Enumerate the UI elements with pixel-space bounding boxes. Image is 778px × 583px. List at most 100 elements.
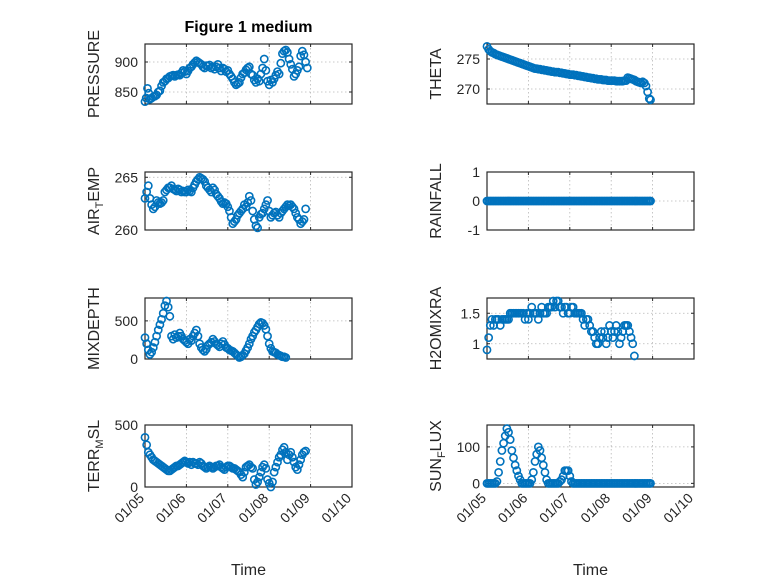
y-axis-label-part: M (94, 439, 106, 448)
data-point (153, 325, 163, 335)
data-point (147, 347, 157, 357)
x-tick-label: 01/05 (453, 490, 489, 526)
data-point (646, 95, 655, 105)
y-axis-label-part: SL (86, 420, 103, 440)
data-point (294, 460, 304, 470)
y-axis-label: MIXDEPTH (86, 287, 103, 370)
data-point (490, 478, 500, 488)
y-tick-label: 900 (115, 54, 139, 70)
axes-frame (144, 297, 353, 360)
data-point (297, 217, 307, 226)
data-point (271, 462, 281, 472)
y-tick-label: 270 (457, 81, 481, 97)
y-tick-label: 500 (115, 417, 139, 433)
data-point (155, 86, 165, 96)
y-tick-label: 850 (115, 84, 139, 100)
y-tick-label: 0 (130, 479, 138, 495)
data-point (263, 196, 272, 205)
axes-terr_msl: 0 500 01/05 01/06 01/07 01/08 01/09 01/10 Time TE… (86, 417, 354, 579)
y-axis-label-part: EMP (86, 167, 103, 202)
data-point (261, 463, 271, 473)
data-point (241, 202, 251, 212)
y-axis-label-part: PRESSURE (86, 30, 103, 118)
x-tick-label: 01/09 (619, 490, 655, 526)
data-point (482, 345, 492, 355)
data-point (565, 471, 575, 481)
axes-frame (144, 424, 353, 488)
data-point (494, 468, 503, 477)
axes-border (486, 297, 695, 360)
y-axis-label-part: AIR (86, 208, 103, 235)
data-point (158, 196, 168, 205)
y-axis-label: TERRMSL (86, 420, 106, 492)
data-point (259, 204, 269, 214)
x-tick-label: 01/06 (494, 490, 530, 526)
data-point (244, 191, 254, 201)
y-axis-label-part: MIXDEPTH (86, 287, 103, 370)
data-point (292, 465, 302, 475)
data-point (148, 343, 158, 352)
data-point (641, 81, 651, 91)
x-tick-label: 01/07 (194, 490, 230, 526)
data-point (253, 477, 263, 487)
axes-border (144, 297, 353, 360)
y-axis-label-part: RAINFALL (428, 163, 445, 239)
y-tick-label: 0 (472, 475, 480, 491)
data-point (296, 455, 306, 465)
series-markers (140, 296, 291, 362)
data-point (495, 457, 505, 466)
data-point (238, 472, 248, 482)
data-point (259, 54, 269, 64)
data-point (251, 221, 261, 231)
y-tick-label: 260 (115, 222, 139, 238)
series-markers (140, 432, 311, 492)
y-axis-label-part: H2OMIXRA (428, 286, 445, 370)
y-tick-label: 0 (472, 193, 480, 209)
data-point (563, 466, 573, 475)
series-markers (140, 45, 312, 106)
y-axis-label: RAINFALL (428, 163, 445, 239)
axes-frame (144, 171, 353, 231)
y-axis-label: H2OMIXRA (428, 286, 445, 370)
data-point (286, 60, 296, 69)
data-point (287, 452, 297, 462)
y-axis-label-part: LUX (428, 420, 445, 451)
data-point (234, 78, 244, 87)
data-point (281, 353, 291, 362)
data-point (644, 94, 654, 103)
y-tick-label: 0 (130, 351, 138, 367)
data-point (505, 435, 515, 444)
data-point (276, 450, 286, 460)
x-tick-label: 01/08 (577, 490, 613, 526)
series-markers (482, 42, 655, 105)
x-tick-label: 01/06 (152, 490, 188, 526)
data-point (165, 311, 175, 321)
axes-sun_flux: 0 100 01/05 01/06 01/07 01/08 01/09 01/10 Time SU… (428, 420, 696, 579)
data-point (299, 215, 309, 224)
data-point (264, 339, 274, 349)
x-tick-label: 01/05 (111, 490, 147, 526)
y-axis-label-part: THETA (428, 48, 445, 100)
axes-border (144, 43, 353, 105)
data-point (273, 457, 282, 467)
data-point (276, 58, 286, 68)
data-point (244, 339, 254, 349)
y-tick-label: 265 (115, 169, 139, 185)
axes-pressure: 850 900 PRESSURE Figure 1 medium (86, 19, 353, 118)
data-point (512, 466, 522, 475)
data-point (289, 204, 299, 214)
series-markers (482, 196, 655, 206)
axes-mixdepth: 0 500 MIXDEPTH (86, 287, 353, 370)
x-tick-label: 01/10 (318, 490, 354, 526)
data-point (301, 57, 311, 67)
data-point (163, 302, 173, 312)
axes-air_temp: 260 265 AIRTEMP (86, 167, 353, 238)
y-axis-label-part: F (436, 451, 448, 458)
x-tick-label: 01/10 (660, 490, 696, 526)
y-axis-label: THETA (428, 48, 445, 100)
x-axis-label: Time (231, 562, 266, 579)
data-point (261, 66, 271, 75)
data-point (186, 336, 196, 346)
data-point (269, 467, 279, 477)
